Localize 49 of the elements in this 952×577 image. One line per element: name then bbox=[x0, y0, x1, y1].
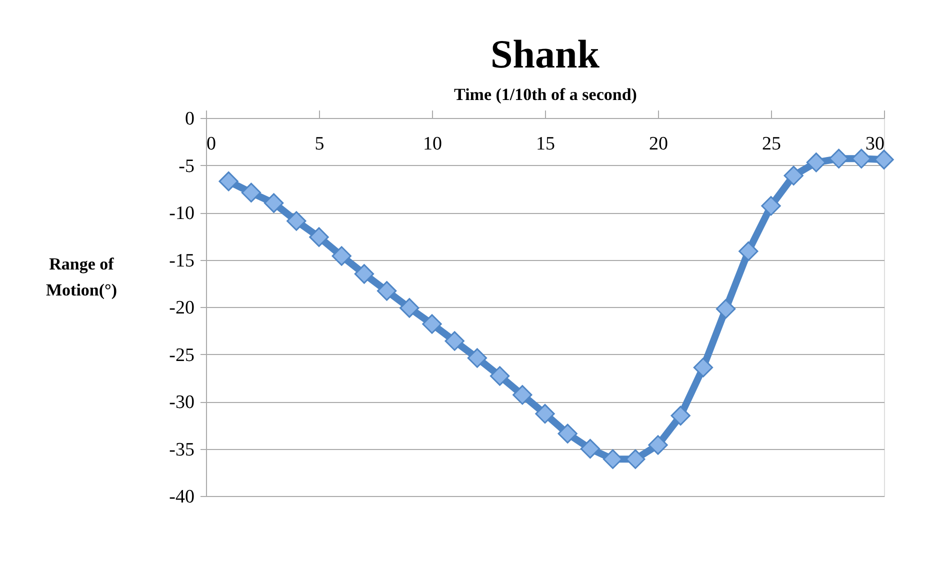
point bbox=[761, 196, 781, 216]
x-tick-label: 25 bbox=[762, 134, 781, 154]
y-axis-title: Range of Motion(°) bbox=[46, 254, 118, 300]
point bbox=[309, 227, 329, 247]
point bbox=[400, 298, 420, 318]
point bbox=[670, 406, 690, 426]
point bbox=[693, 358, 714, 378]
point bbox=[422, 314, 442, 334]
x-tick-label: 0 bbox=[206, 134, 216, 154]
chart-title: Shank bbox=[490, 32, 600, 76]
point bbox=[444, 331, 464, 351]
point bbox=[332, 246, 352, 266]
y-tick-label: -20 bbox=[169, 298, 194, 318]
x-tick-label: 30 bbox=[866, 134, 884, 154]
point bbox=[241, 182, 262, 202]
point bbox=[354, 264, 374, 284]
y-tick-label: -35 bbox=[169, 439, 194, 460]
y-tick-label: -5 bbox=[178, 156, 194, 177]
x-tick-label: 20 bbox=[649, 134, 668, 154]
y-tick-label: -15 bbox=[169, 250, 194, 272]
point bbox=[286, 211, 306, 231]
y-tick-label: -30 bbox=[169, 392, 194, 413]
point bbox=[264, 193, 284, 213]
point bbox=[490, 366, 510, 386]
y-tick-label: 0 bbox=[185, 108, 194, 130]
y-tick-label: -10 bbox=[169, 203, 194, 224]
point bbox=[512, 385, 532, 405]
point bbox=[376, 281, 397, 301]
y-tick-label: -25 bbox=[169, 344, 194, 366]
x-tick-label: 5 bbox=[314, 134, 324, 154]
point bbox=[716, 299, 736, 319]
point bbox=[580, 438, 600, 459]
point bbox=[874, 150, 894, 170]
x-axis-title: Time (1/10th of a second) bbox=[454, 85, 637, 104]
point bbox=[806, 152, 826, 172]
point bbox=[648, 435, 668, 455]
point bbox=[738, 241, 758, 262]
point bbox=[558, 424, 578, 444]
point bbox=[626, 449, 646, 469]
x-tick-label: 15 bbox=[536, 134, 555, 154]
point bbox=[467, 348, 488, 368]
point bbox=[602, 449, 623, 469]
point bbox=[784, 166, 804, 186]
point bbox=[828, 148, 849, 168]
point bbox=[218, 171, 238, 192]
point bbox=[852, 148, 872, 168]
point bbox=[535, 404, 555, 424]
x-tick-label: 10 bbox=[423, 134, 442, 154]
y-tick-label: -40 bbox=[169, 486, 194, 508]
